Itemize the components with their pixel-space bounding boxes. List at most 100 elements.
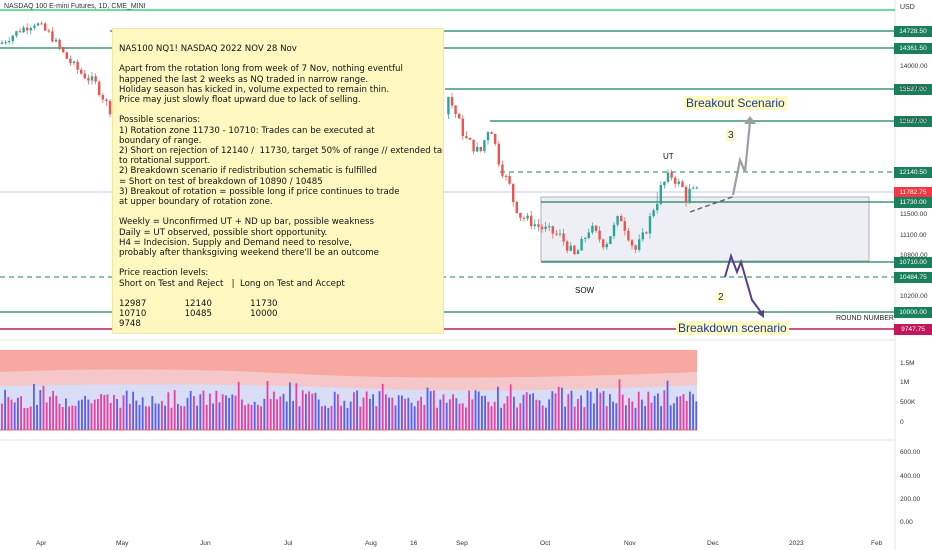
note-line: Price reaction levels: [119, 268, 209, 279]
volume-bar [669, 405, 672, 430]
candle-body [504, 175, 508, 177]
volume-bar [148, 406, 150, 430]
volume-bar [196, 405, 198, 430]
candle-body [548, 226, 551, 228]
candle-body [652, 210, 655, 217]
volume-bar [481, 395, 483, 430]
candle-body [83, 73, 86, 79]
volume-bar [567, 394, 570, 430]
candle-body [515, 202, 518, 213]
candle-body [620, 215, 623, 222]
note-line: Possible scenarios: [119, 115, 201, 126]
note-line: Holiday season has kicked in, volume exp… [119, 84, 390, 95]
candle-body [465, 136, 468, 138]
candle-body [76, 61, 79, 70]
candle-body [512, 183, 515, 203]
volume-bar [413, 406, 416, 430]
volume-bar [161, 400, 163, 430]
volume-bar [612, 401, 614, 430]
volume-bar [7, 396, 10, 430]
volume-bar [551, 391, 554, 430]
volume-bar [55, 395, 58, 430]
volume-bar [308, 391, 310, 430]
note-line: probably after thanksgiving weekend ther… [119, 248, 379, 259]
candle-body [468, 137, 472, 140]
volume-bar [129, 403, 131, 430]
note-line [119, 330, 443, 333]
volume-bar [305, 393, 307, 430]
candle-body [616, 215, 619, 225]
candle-body [54, 39, 58, 42]
volume-bar [385, 394, 387, 430]
volume-bar [573, 406, 576, 430]
candle-body [598, 230, 601, 240]
volume-bar [292, 400, 294, 430]
note-line: Short on Test and Reject | Long on Test … [119, 278, 345, 289]
breakout-arrowhead [744, 116, 756, 124]
volume-bar [580, 395, 582, 430]
volume-axis-tick: 1M [900, 379, 910, 386]
note-line: NAS100 NQ1! NASDAQ 2022 NOV 28 Nov [119, 44, 297, 54]
volume-bar [324, 405, 326, 430]
volume-bar [282, 393, 285, 430]
volume-bar [445, 402, 448, 430]
volume-bar [458, 403, 461, 430]
volume-bar [247, 403, 250, 430]
volume-bar [631, 401, 634, 430]
candle-body [486, 132, 490, 141]
candle-body [494, 133, 497, 144]
candle-body [674, 177, 677, 184]
volume-bar [151, 395, 154, 430]
x-axis-tick: Jul [284, 540, 293, 547]
candle-body [659, 185, 662, 204]
x-axis-tick: Feb [871, 540, 883, 547]
volume-bar [618, 379, 621, 430]
note-line [119, 258, 443, 268]
volume-bar [564, 406, 566, 430]
volume-bar [71, 405, 74, 430]
volume-bar [103, 394, 106, 430]
volume-bar [119, 407, 122, 430]
volume-bar [356, 390, 358, 430]
candle-body [526, 215, 529, 219]
price-level-tag: 14728.50 [894, 25, 932, 37]
volume-bar [394, 405, 397, 430]
volume-bar [10, 399, 13, 430]
volume-bar [244, 405, 246, 430]
volume-bar [692, 394, 694, 430]
volume-bar [333, 391, 336, 430]
candle-body [530, 215, 533, 227]
candle-body [80, 69, 83, 74]
volume-bar [74, 405, 77, 430]
price-level-tag: 12987.00 [894, 115, 932, 127]
candle-body [18, 31, 22, 33]
volume-bar [449, 399, 451, 430]
volume-bar [397, 395, 400, 430]
x-axis-tick: Nov [624, 540, 636, 547]
volume-bar [365, 391, 368, 430]
volume-bar [260, 406, 262, 430]
volume-bar [253, 401, 256, 430]
candle-body [90, 76, 94, 81]
note-line: = Short on test of breakdown of 10890 / … [119, 176, 323, 187]
candle-body [537, 224, 540, 227]
volume-bar [241, 399, 243, 430]
volume-bar [42, 385, 45, 430]
volume-bar [634, 407, 637, 430]
note-line: Weekly = Unconfirmed UT + ND up bar, pos… [119, 217, 374, 228]
volume-bar [132, 391, 134, 430]
volume-bar [554, 393, 557, 430]
volume-bar [164, 405, 166, 430]
volume-bar [503, 403, 506, 430]
candle-body [594, 225, 598, 231]
price-level-tag: 12140.50 [894, 166, 932, 178]
candle-body [558, 233, 562, 235]
candle-body [566, 241, 569, 251]
volume-bar [193, 396, 195, 430]
candle-body [483, 140, 486, 152]
volume-bar [391, 397, 394, 430]
price-level-tag: 13587.00 [894, 83, 932, 95]
volume-bar [615, 403, 618, 430]
volume-bar [4, 389, 6, 430]
